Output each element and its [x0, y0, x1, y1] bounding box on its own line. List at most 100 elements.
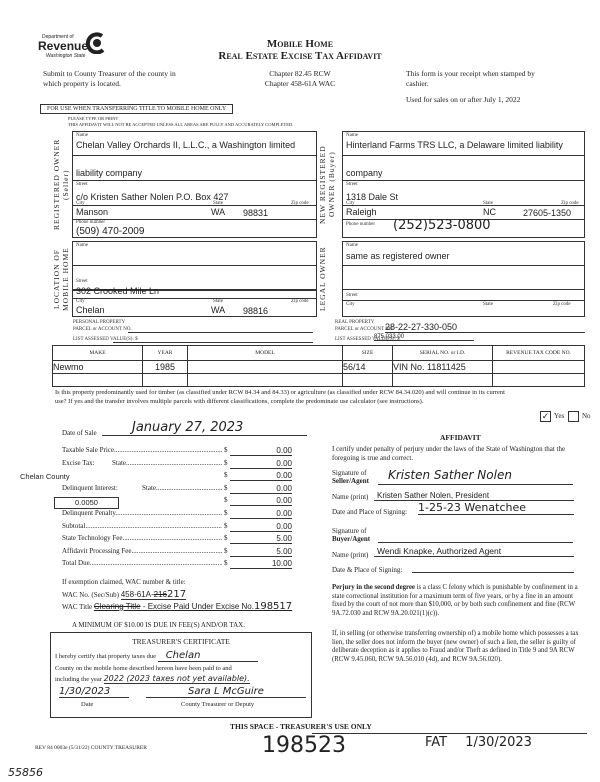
label: Street: [346, 182, 358, 187]
dollar-sign: $: [224, 496, 228, 505]
personal-value-field[interactable]: [113, 342, 313, 343]
location-side-label: LOCATION OF MOBILE HOME: [52, 247, 70, 311]
cell-size[interactable]: [342, 373, 393, 387]
location-city[interactable]: Chelan: [76, 305, 105, 315]
legal-owner-name[interactable]: same as registered owner: [346, 251, 450, 261]
label: Street: [346, 293, 358, 298]
cell-serial[interactable]: [392, 373, 493, 387]
fee-row: Local...................................…: [62, 496, 332, 508]
buyer-street[interactable]: 1318 Dale St: [346, 192, 399, 202]
seller-phone[interactable]: (509) 470-2009: [76, 226, 145, 237]
no-checkbox[interactable]: [568, 411, 579, 422]
cell-make[interactable]: [52, 373, 143, 387]
real-value-field[interactable]: 875,033.00: [374, 334, 474, 341]
buyer-signature-field[interactable]: [378, 533, 573, 543]
fee-sublabel: State...................................…: [142, 483, 222, 492]
buyer-date-place-field[interactable]: [412, 564, 574, 573]
label: State: [483, 302, 493, 307]
buyer-zip[interactable]: 27605-1350: [523, 208, 572, 218]
county-name: Chelan County: [20, 472, 70, 481]
buyer-name[interactable]: Hinterland Farms TRS LLC, a Delaware lim…: [346, 140, 563, 150]
wac-no-field[interactable]: 458-61A-216217: [120, 589, 187, 600]
cell-make[interactable]: Newmo: [52, 360, 143, 374]
cert-line3-text: including the year: [55, 676, 102, 683]
buyer-state[interactable]: NC: [483, 207, 496, 217]
seller-agent-label: Seller/Agent: [332, 477, 369, 485]
seller-zip[interactable]: 98831: [243, 208, 269, 218]
fee-amount[interactable]: 0.00: [230, 446, 292, 456]
location-street[interactable]: 302 Crooked Mile Ln: [76, 286, 160, 296]
cell-model[interactable]: [187, 373, 343, 387]
buyer-agent-label: Buyer/Agent: [332, 535, 371, 543]
buyer-side-label: NEW REGISTERED OWNER (Buyer): [318, 145, 336, 224]
fee-amount[interactable]: 0.00: [230, 471, 292, 482]
cert-line1: I hereby certify that property taxes due…: [55, 650, 258, 662]
yes-checkbox[interactable]: ✓: [540, 411, 551, 422]
cell-tax-code[interactable]: [492, 360, 585, 374]
cert-date-field[interactable]: 1/30/2023: [59, 686, 129, 698]
fee-amount[interactable]: 5.00: [230, 547, 292, 557]
minimum-notice: A MINIMUM OF $10.00 IS DUE IN FEE(S) AND…: [72, 621, 245, 629]
cert-line1-text: I hereby certify that property taxes due: [55, 653, 157, 660]
buyer-name-cont[interactable]: company: [346, 168, 383, 178]
cert-year-field[interactable]: 2022 (2023 taxes not yet available).: [103, 674, 250, 684]
cell-model[interactable]: [187, 360, 343, 374]
wac-title-field[interactable]: Clearing Title - Excise Paid Under Excis…: [93, 601, 293, 612]
personal-parcel-label: PARCEL or ACCOUNT NO.: [73, 327, 132, 332]
exemption-label: If exemption claimed, WAC number & title…: [62, 578, 186, 586]
fee-row: Affidavit Processing Fee................…: [62, 546, 292, 557]
seller-street[interactable]: c/o Kristen Sather Nolen P.O. Box 427: [76, 192, 229, 202]
seller-signature-field[interactable]: Kristen Sather Nolen: [378, 466, 573, 485]
fee-amount[interactable]: 5.00: [230, 534, 292, 545]
personal-parcel-field[interactable]: [128, 332, 313, 333]
fee-amount[interactable]: 10.00: [230, 559, 292, 570]
fee-row: State Technology Fee....................…: [62, 534, 292, 545]
date-of-sale-field[interactable]: January 27, 2023: [102, 420, 307, 436]
fee-amount[interactable]: 0.00: [230, 459, 292, 469]
buyer-city[interactable]: Raleigh: [346, 207, 377, 217]
fee-amount[interactable]: 0.00: [230, 522, 292, 532]
cell-year[interactable]: [142, 373, 188, 387]
dollar-sign: $: [224, 458, 228, 467]
local-rate-field[interactable]: 0.0050: [54, 497, 119, 509]
seller-date-place-field[interactable]: 1-25-23 Wenatchee: [418, 501, 574, 515]
seller-name[interactable]: Chelan Valley Orchards II, L.L.C., a Was…: [76, 140, 296, 150]
seller-state[interactable]: WA: [211, 207, 226, 217]
cell-year[interactable]: 1985: [142, 360, 188, 374]
fee-label: Delinquent Penalty: [62, 509, 116, 517]
chapter-wac: Chapter 458-61A WAC: [264, 79, 336, 88]
label: Phone number: [76, 220, 106, 225]
seller-name-cont[interactable]: liability company: [76, 168, 143, 178]
fee-amount[interactable]: 0.00: [230, 496, 292, 507]
fee-row: Local...................................…: [62, 471, 332, 483]
label: Phone number: [346, 222, 376, 227]
fee-amount[interactable]: 0.00: [230, 484, 292, 494]
mobile-home-table: MAKE YEAR MODEL SIZE SERIAL NO. or I.D. …: [52, 345, 585, 387]
logo-state: Washington State: [46, 53, 86, 59]
buyer-name-field[interactable]: Wendi Knapke, Authorized Agent: [374, 546, 574, 557]
affidavit-title: AFFIDAVIT: [440, 433, 481, 442]
logo-name: Revenue: [38, 39, 89, 53]
cert-county-field[interactable]: Chelan: [157, 650, 258, 662]
cert-sig-label: County Treasurer or Deputy: [181, 701, 255, 708]
fee-row: Excise Tax: State........................…: [62, 459, 332, 471]
buyer-phone[interactable]: (252)523-0800: [393, 218, 491, 233]
seller-name-label: Name (print): [332, 493, 369, 501]
fee-amount[interactable]: 0.00: [230, 509, 292, 519]
location-state[interactable]: WA: [211, 305, 226, 315]
cert-signature-field[interactable]: Sara L McGuire: [146, 686, 306, 698]
cell-tax-code[interactable]: [492, 373, 585, 387]
seller-side-label: REGISTERED OWNER (Seller): [52, 138, 70, 231]
cell-serial[interactable]: VIN No. 11811425: [392, 360, 493, 374]
real-parcel-field[interactable]: 28-22-27-330-050: [385, 322, 585, 333]
fee-label: Total Due: [62, 559, 90, 568]
seller-city[interactable]: Manson: [76, 207, 109, 217]
affidavit-certify: I certify under penalty of perjury under…: [332, 445, 566, 462]
location-zip[interactable]: 98816: [243, 306, 269, 316]
seller-signature: Kristen Sather Nolen: [388, 468, 512, 482]
fee-label: Subtotal: [62, 521, 86, 530]
seller-name-field[interactable]: Kristen Sather Nolen, President: [374, 491, 574, 501]
dollar-sign: $: [224, 509, 228, 517]
cell-size[interactable]: 56/14: [342, 360, 393, 374]
treasurer-title: TREASURER'S CERTIFICATE: [132, 637, 230, 646]
